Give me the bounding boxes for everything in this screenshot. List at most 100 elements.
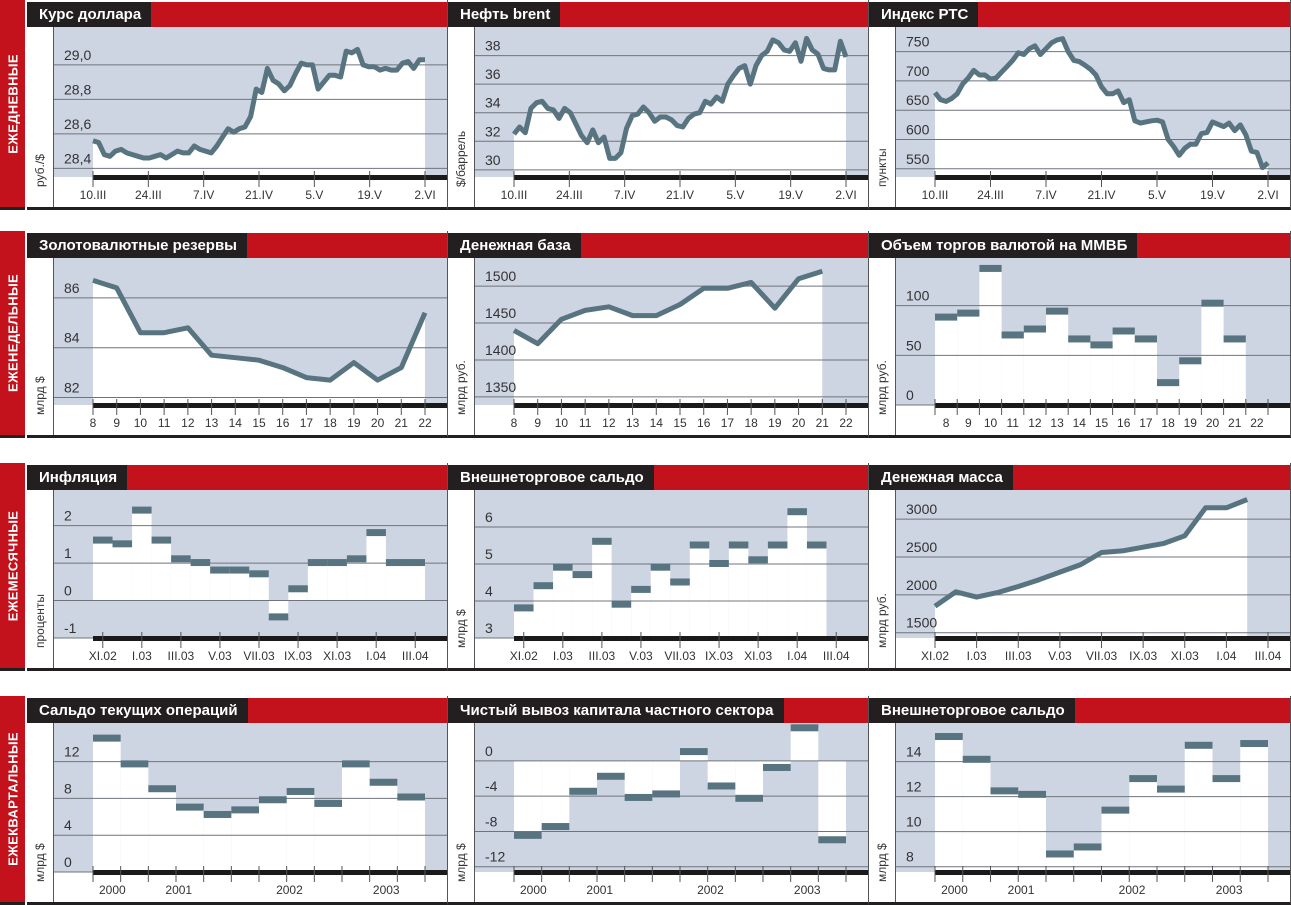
x-tick-label: V.03 — [1048, 649, 1072, 663]
data-bar-mark — [597, 772, 625, 780]
x-tick-label: I.04 — [787, 649, 807, 663]
y-axis-label-strip: млрд руб. — [869, 490, 896, 668]
bar-fill — [1073, 847, 1102, 872]
chart-title: Денежная база — [448, 233, 581, 258]
chart-title: Нефть brent — [448, 2, 561, 27]
y-tick-label: 1500 — [485, 268, 516, 284]
bar-fill — [553, 567, 573, 638]
data-bar-mark — [818, 836, 846, 844]
x-axis-baseline — [935, 175, 1290, 180]
x-tick-label: 13 — [626, 416, 640, 430]
x-tick-label: 10.III — [922, 188, 949, 202]
y-tick-label: 750 — [906, 34, 930, 50]
data-bar-mark — [1018, 790, 1046, 798]
data-bar-mark — [314, 799, 342, 807]
data-line — [512, 268, 824, 347]
y-tick-label: 1400 — [485, 342, 516, 358]
title-bar: Курс доллара — [27, 2, 447, 27]
y-tick-label: 8 — [906, 849, 914, 865]
bar-fill — [652, 760, 680, 795]
data-bar-mark — [514, 604, 534, 612]
chart-title: Курс доллара — [27, 2, 152, 27]
x-tick-label: 2002 — [1119, 883, 1146, 897]
data-bar-mark — [1157, 785, 1185, 793]
bar-fill — [1001, 335, 1024, 405]
x-tick-label: 2002 — [697, 883, 724, 897]
x-tick-label: 12 — [181, 416, 195, 430]
row-label-text: ЕЖЕМЕСЯЧНЫЕ — [5, 510, 20, 621]
data-bar-mark — [1223, 335, 1246, 343]
title-bar: Нефть brent — [448, 2, 868, 27]
x-tick-label: I.03 — [132, 649, 152, 663]
data-bar-mark — [572, 571, 593, 579]
x-tick-label: IX.03 — [705, 649, 733, 663]
y-tick-label: 1500 — [906, 615, 937, 631]
y-tick-label: 10 — [906, 814, 922, 830]
bar-fill — [327, 563, 347, 601]
bar-fill — [514, 760, 542, 836]
data-bar-mark — [1101, 806, 1130, 814]
bar-fill — [1018, 794, 1046, 872]
x-tick-label: 10.III — [80, 188, 107, 202]
chart-panel: Курс доллара руб./$ 28,4 28,6 28,8 29,0 10.II… — [27, 0, 448, 210]
bar-fill — [514, 608, 534, 638]
bar-fill — [307, 563, 328, 601]
x-tick-label: 7.IV — [193, 188, 214, 202]
bar-fill — [787, 512, 807, 638]
x-tick-label: 21.IV — [1087, 188, 1115, 202]
data-bar-mark — [327, 559, 347, 567]
data-bar-mark — [748, 556, 768, 564]
data-bar-mark — [689, 541, 710, 549]
y-tick-label: 1 — [64, 545, 72, 561]
y-tick-label: -12 — [485, 849, 505, 865]
x-tick-label: I.04 — [1216, 649, 1236, 663]
bar-fill — [249, 574, 269, 601]
title-bar: Внешнеторговое сальдо — [869, 698, 1290, 723]
y-tick-label: 1350 — [485, 379, 516, 395]
y-tick-label: 4 — [64, 817, 72, 833]
title-bar: Сальдо текущих операций — [27, 698, 447, 723]
x-tick-label: 15 — [1095, 416, 1109, 430]
data-bar-mark — [790, 724, 819, 732]
bar-fill — [171, 559, 191, 601]
x-tick-label: 2003 — [794, 883, 821, 897]
x-tick-label: 16 — [697, 416, 711, 430]
y-tick-label: 550 — [906, 151, 930, 167]
x-tick-label: 2002 — [276, 883, 303, 897]
x-tick-label: 21 — [1228, 416, 1242, 430]
y-axis-label: проценты — [33, 593, 47, 648]
data-bar-mark — [1112, 327, 1135, 335]
title-bar: Объем торгов валютой на ММВБ — [869, 233, 1290, 258]
x-tick-label: VII.03 — [243, 649, 275, 663]
x-tick-label: XI.03 — [323, 649, 351, 663]
row-label-text: ЕЖЕНЕДЕЛЬНЫЕ — [5, 274, 20, 392]
y-tick-label: 32 — [485, 123, 501, 139]
chart-panel: Нефть brent $/баррель 30 32 34 36 38 10.III 24.… — [448, 0, 869, 210]
data-bar-mark — [1184, 741, 1213, 749]
data-bar-mark — [787, 508, 807, 516]
bar-fill — [611, 604, 632, 638]
data-bar-mark — [132, 506, 152, 514]
row-frequency-label: ЕЖЕМЕСЯЧНЫЕ — [0, 463, 25, 671]
y-tick-label: 4 — [485, 583, 493, 599]
x-tick-label: 22 — [1250, 416, 1264, 430]
data-bar-mark — [611, 600, 632, 608]
data-bar-mark — [631, 585, 651, 593]
row-label-text: ЕЖЕДНЕВНЫЕ — [5, 53, 20, 154]
x-tick-label: 14 — [1073, 416, 1087, 430]
bar-fill — [366, 533, 386, 601]
data-bar-mark — [957, 309, 980, 317]
chart-plot: 0 4 8 12 2000 2001 2002 2003 — [54, 723, 447, 897]
x-tick-label: 19 — [768, 416, 782, 430]
y-tick-label: -8 — [485, 813, 498, 829]
x-tick-label: 10 — [134, 416, 148, 430]
data-bar-mark — [288, 585, 308, 593]
bar-fill — [1212, 779, 1241, 872]
bar-fill — [957, 313, 980, 405]
x-tick-label: 21.IV — [666, 188, 694, 202]
x-tick-label: VII.03 — [664, 649, 696, 663]
bar-fill — [93, 738, 121, 872]
x-tick-label: 18 — [744, 416, 758, 430]
y-axis-label-strip: млрд $ — [27, 258, 54, 435]
data-line — [92, 46, 425, 161]
